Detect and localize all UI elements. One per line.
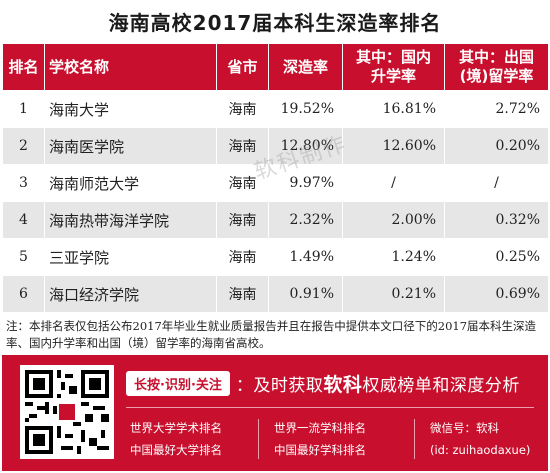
cell-province: 海南 xyxy=(216,201,269,239)
banner-divider xyxy=(126,407,534,408)
cell-domestic: 1.24% xyxy=(342,238,445,276)
cell-abroad: 2.72% xyxy=(444,90,549,128)
ranking-table: 排名 学校名称 省市 深造率 其中：国内 升学率 其中：出国 (境)留学率 1 … xyxy=(2,43,549,313)
link-world-subject-ranking[interactable]: 世界一流学科排名 xyxy=(274,421,366,435)
table-row: 4 海南热带海洋学院 海南 2.32% 2.00% 0.32% xyxy=(2,201,549,239)
links-column-2: 世界一流学科排名 中国最好学科排名 xyxy=(274,417,366,461)
header-rate: 深造率 xyxy=(268,43,343,91)
cta-suffix: 权威榜单和深度分析 xyxy=(362,375,520,396)
wechat-label: 微信号：软科 xyxy=(430,421,499,435)
cell-abroad: 0.32% xyxy=(444,201,549,239)
qr-code-icon[interactable] xyxy=(20,365,114,459)
column-separator xyxy=(414,419,415,459)
cell-abroad: / xyxy=(444,164,549,202)
table-row: 2 海南医学院 海南 12.80% 12.60% 0.20% xyxy=(2,127,549,165)
cell-domestic: 16.81% xyxy=(342,90,445,128)
cell-rate: 1.49% xyxy=(268,238,343,276)
cell-rank: 6 xyxy=(2,275,45,313)
cta-row: 长按·识别·关注 ：及时获取软科权威榜单和深度分析 xyxy=(126,369,520,397)
cta-text: ：及时获取软科权威榜单和深度分析 xyxy=(236,370,520,397)
cell-school: 海口经济学院 xyxy=(44,275,217,313)
cell-domestic: 2.00% xyxy=(342,201,445,239)
cell-domestic: 12.60% xyxy=(342,127,445,165)
wechat-info: 微信号：软科 (id: zuihaodaxue) xyxy=(430,417,530,461)
cell-school: 海南师范大学 xyxy=(44,164,217,202)
cell-rank: 5 xyxy=(2,238,45,276)
cell-province: 海南 xyxy=(216,90,269,128)
cell-province: 海南 xyxy=(216,275,269,313)
table-row: 6 海口经济学院 海南 0.91% 0.21% 0.69% xyxy=(2,275,549,313)
page-title: 海南高校2017届本科生深造率排名 xyxy=(108,10,442,35)
header-domestic: 其中：国内 升学率 xyxy=(342,43,445,91)
cell-province: 海南 xyxy=(216,164,269,202)
cell-rate: 19.52% xyxy=(268,90,343,128)
link-world-academic-ranking[interactable]: 世界大学学术排名 xyxy=(130,421,222,435)
column-separator xyxy=(258,419,259,459)
cell-rank: 4 xyxy=(2,201,45,239)
cell-domestic: 0.21% xyxy=(342,275,445,313)
header-province: 省市 xyxy=(216,43,269,91)
cell-school: 海南热带海洋学院 xyxy=(44,201,217,239)
link-china-best-university-ranking[interactable]: 中国最好大学排名 xyxy=(130,443,222,457)
cell-rate: 12.80% xyxy=(268,127,343,165)
table-row: 3 海南师范大学 海南 9.97% / / xyxy=(2,164,549,202)
cta-prefix: ：及时获取 xyxy=(235,375,324,396)
table-row: 5 三亚学院 海南 1.49% 1.24% 0.25% xyxy=(2,238,549,276)
promo-banner: 长按·识别·关注 ：及时获取软科权威榜单和深度分析 世界大学学术排名 中国最好大… xyxy=(2,355,548,471)
table-row: 1 海南大学 海南 19.52% 16.81% 2.72% xyxy=(2,90,549,128)
cell-rate: 0.91% xyxy=(268,275,343,313)
wechat-id: (id: zuihaodaxue) xyxy=(430,443,531,457)
header-rank: 排名 xyxy=(2,43,45,91)
cell-abroad: 0.20% xyxy=(444,127,549,165)
cell-rate: 9.97% xyxy=(268,164,343,202)
cell-rate: 2.32% xyxy=(268,201,343,239)
cell-rank: 3 xyxy=(2,164,45,202)
cell-rank: 1 xyxy=(2,90,45,128)
cell-province: 海南 xyxy=(216,238,269,276)
link-china-best-subject-ranking[interactable]: 中国最好学科排名 xyxy=(274,443,366,457)
footnote: 注：本排名表仅包括公布2017年毕业生就业质量报告并且在报告中提供本文口径下的2… xyxy=(6,319,537,350)
cell-abroad: 0.25% xyxy=(444,238,549,276)
cta-pill[interactable]: 长按·识别·关注 xyxy=(126,370,230,396)
cell-rank: 2 xyxy=(2,127,45,165)
cta-brand: 软科 xyxy=(323,373,363,396)
header-abroad: 其中：出国 (境)留学率 xyxy=(444,43,549,91)
cell-school: 海南医学院 xyxy=(44,127,217,165)
cell-abroad: 0.69% xyxy=(444,275,549,313)
cell-province: 海南 xyxy=(216,127,269,165)
cell-school: 海南大学 xyxy=(44,90,217,128)
header-school: 学校名称 xyxy=(44,43,217,91)
cell-domestic: / xyxy=(342,164,445,202)
links-column-1: 世界大学学术排名 中国最好大学排名 xyxy=(130,417,222,461)
cell-school: 三亚学院 xyxy=(44,238,217,276)
table-header-row: 排名 学校名称 省市 深造率 其中：国内 升学率 其中：出国 (境)留学率 xyxy=(2,43,549,91)
